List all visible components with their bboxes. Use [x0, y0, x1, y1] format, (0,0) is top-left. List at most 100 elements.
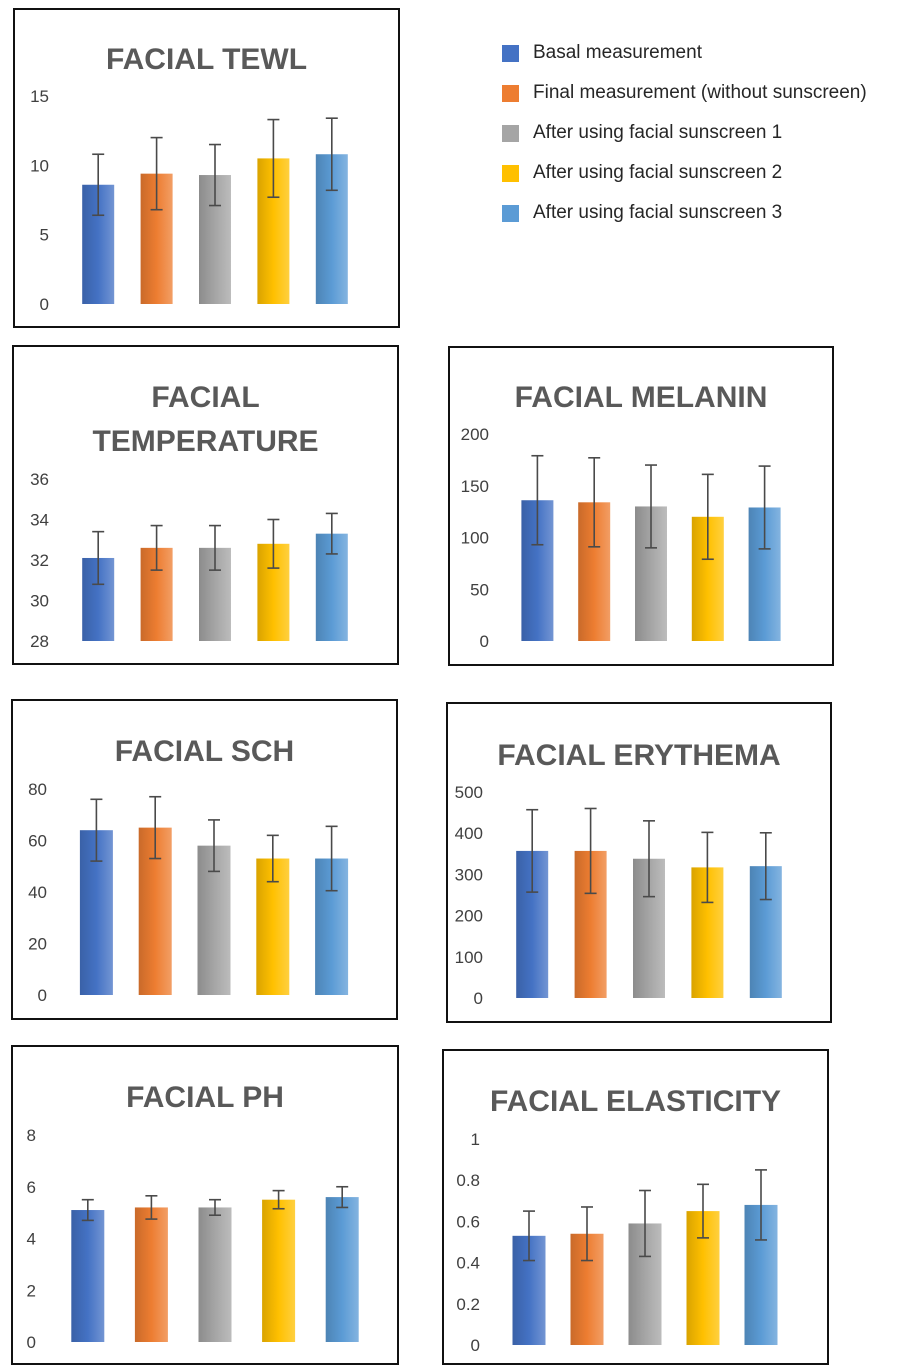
- legend-swatch: [502, 164, 519, 182]
- error-bar: [336, 1185, 349, 1209]
- chart-title: FACIAL ELASTICITY: [490, 1085, 781, 1118]
- error-bar: [755, 1169, 767, 1241]
- legend-label: After using facial sunscreen 2: [533, 162, 783, 183]
- error-bar: [701, 473, 714, 561]
- error-bar: [209, 524, 221, 571]
- chart-title: FACIAL: [151, 381, 259, 414]
- error-bar: [759, 831, 772, 901]
- error-bar: [209, 143, 221, 207]
- y-tick-label: 0.4: [456, 1254, 480, 1273]
- error-bar: [209, 1198, 221, 1217]
- y-tick-label: 30: [30, 592, 49, 611]
- error-bar: [150, 524, 163, 571]
- chart-title: FACIAL PH: [126, 1081, 284, 1114]
- legend-swatch: [502, 204, 519, 222]
- y-tick-label: 0: [38, 986, 47, 1005]
- legend-swatch: [502, 84, 519, 102]
- error-bar: [208, 819, 220, 873]
- chart-sch: FACIAL SCH 0 20 40 60 80: [11, 699, 398, 1020]
- y-tick-label: 1: [471, 1130, 480, 1149]
- error-bar: [639, 1189, 651, 1258]
- y-tick-label: 200: [461, 425, 489, 444]
- error-bar: [145, 1195, 158, 1220]
- y-tick-label: 8: [27, 1126, 36, 1145]
- y-tick-label: 6: [27, 1178, 36, 1197]
- error-bar: [697, 1183, 709, 1239]
- legend-swatch: [502, 124, 519, 142]
- chart-tewl: FACIAL TEWL 0 5 10 15: [13, 8, 400, 328]
- y-tick-label: 50: [470, 580, 489, 599]
- y-tick-label: 20: [28, 935, 47, 954]
- error-bar: [272, 1189, 285, 1210]
- error-bar: [645, 464, 657, 549]
- legend-label: After using facial sunscreen 1: [533, 122, 783, 143]
- y-tick-label: 60: [28, 832, 47, 851]
- y-tick-label: 0.2: [456, 1295, 480, 1314]
- error-bar: [325, 512, 338, 555]
- y-tick-label: 28: [30, 632, 49, 651]
- y-tick-label: 0: [474, 989, 483, 1008]
- y-tick-label: 200: [455, 907, 483, 926]
- y-tick-label: 300: [455, 865, 483, 884]
- y-tick-label: 10: [30, 156, 49, 175]
- y-tick-label: 80: [28, 780, 47, 799]
- y-tick-label: 150: [461, 477, 489, 496]
- y-tick-label: 40: [28, 883, 47, 902]
- error-bar: [581, 1206, 593, 1262]
- legend-item-basal: Basal measurement: [502, 33, 867, 73]
- bar: [134, 1207, 168, 1342]
- chart-ph: FACIAL PH 0 2 4 6 8: [11, 1045, 399, 1365]
- legend: Basal measurement Final measurement (wit…: [502, 33, 867, 233]
- error-bar: [588, 457, 601, 548]
- bar: [198, 1207, 232, 1342]
- legend-label: Basal measurement: [533, 42, 702, 63]
- y-tick-label: 0: [471, 1336, 480, 1355]
- y-tick-label: 4: [27, 1230, 36, 1249]
- y-tick-label: 500: [455, 783, 483, 802]
- y-tick-label: 0: [27, 1333, 36, 1352]
- error-bar: [325, 117, 338, 192]
- error-bar: [81, 1198, 94, 1222]
- chart-melanin: FACIAL MELANIN 0 50 100 150 200: [448, 346, 834, 666]
- y-tick-label: 100: [461, 529, 489, 548]
- chart-title: FACIAL MELANIN: [515, 381, 768, 414]
- error-bar: [523, 1210, 535, 1262]
- y-tick-label: 100: [455, 948, 483, 967]
- error-bar: [267, 518, 280, 569]
- error-bar: [90, 798, 103, 862]
- error-bar: [643, 820, 655, 898]
- chart-title: FACIAL ERYTHEMA: [497, 739, 780, 772]
- error-bar: [701, 831, 714, 904]
- legend-item-final: Final measurement (without sunscreen): [502, 73, 867, 113]
- error-bar: [531, 454, 544, 546]
- chart-title: FACIAL TEWL: [106, 43, 307, 76]
- y-tick-label: 32: [30, 551, 49, 570]
- y-tick-label: 0: [40, 295, 49, 314]
- error-bar: [92, 153, 105, 217]
- y-tick-label: 0: [480, 632, 489, 651]
- bar: [325, 1197, 359, 1342]
- chart-title: FACIAL SCH: [115, 735, 294, 768]
- error-bar: [92, 530, 105, 586]
- chart-erythema: FACIAL ERYTHEMA 0 100 200 300 400 500: [446, 702, 832, 1023]
- bar: [262, 1199, 296, 1342]
- chart-temperature: FACIAL TEMPERATURE 28 30 32 34 36: [12, 345, 399, 665]
- y-tick-label: 2: [27, 1281, 36, 1300]
- error-bar: [150, 136, 163, 211]
- y-tick-label: 0.6: [456, 1212, 480, 1231]
- error-bar: [266, 834, 279, 883]
- legend-label: After using facial sunscreen 3: [533, 202, 783, 223]
- legend-item-sunscreen-3: After using facial sunscreen 3: [502, 193, 867, 233]
- y-tick-label: 400: [455, 824, 483, 843]
- legend-item-sunscreen-2: After using facial sunscreen 2: [502, 153, 867, 193]
- legend-swatch: [502, 44, 519, 62]
- legend-label: Final measurement (without sunscreen): [533, 82, 867, 103]
- bar: [71, 1210, 105, 1342]
- y-tick-label: 5: [40, 226, 49, 245]
- error-bar: [267, 118, 280, 199]
- y-tick-label: 36: [30, 470, 49, 489]
- chart-title: TEMPERATURE: [92, 425, 318, 458]
- legend-item-sunscreen-1: After using facial sunscreen 1: [502, 113, 867, 153]
- error-bar: [758, 465, 771, 550]
- y-tick-label: 34: [30, 511, 49, 530]
